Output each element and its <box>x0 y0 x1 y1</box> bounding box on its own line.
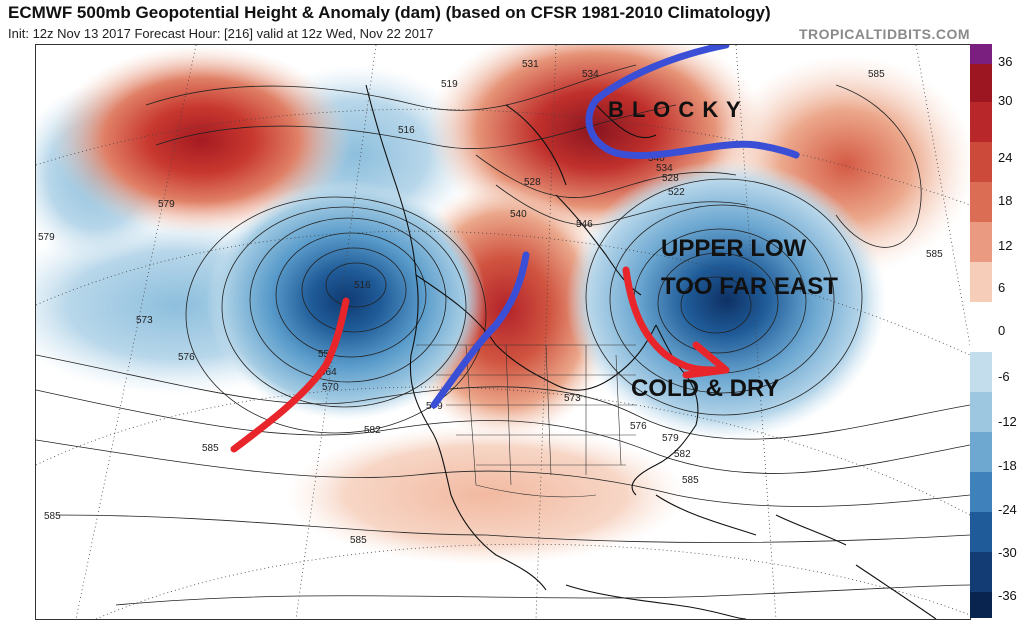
colorbar-label: 24 <box>998 150 1013 165</box>
brand-watermark: TROPICALTIDBITS.COM <box>798 26 970 42</box>
colorbar-label: -6 <box>998 369 1010 384</box>
colorbar-segment <box>970 302 992 352</box>
map-canvas: 579 579 573 576 516 516 555 564 570 585 … <box>36 45 970 619</box>
annotation-cold-dry: COLD & DRY <box>631 375 780 402</box>
anomaly-region-bering-positive <box>51 45 351 235</box>
annotation-upper-low: UPPER LOW <box>661 235 807 262</box>
colorbar-segment <box>970 182 992 222</box>
contour-label: 528 <box>662 173 679 184</box>
contour-label: 546 <box>576 219 593 230</box>
contour-label: 534 <box>656 163 673 174</box>
contour-label: 534 <box>582 69 599 80</box>
colorbar-segment <box>970 432 992 472</box>
coastlines <box>365 84 937 619</box>
contour-label: 528 <box>524 177 541 188</box>
red-arrowhead <box>682 341 730 379</box>
colorbar-segment <box>970 472 992 512</box>
contour-label: 585 <box>868 69 885 80</box>
colorbar-label: -30 <box>998 545 1017 560</box>
colorbar-segment <box>970 262 992 302</box>
colorbar-segment <box>970 552 992 592</box>
colorbar-segment <box>970 142 992 182</box>
contour-label: 564 <box>320 367 337 378</box>
annotation-too-far-east: TOO FAR EAST <box>661 273 838 300</box>
contour-label: 579 <box>158 199 175 210</box>
contour-label: 576 <box>178 352 195 363</box>
contour-label: 585 <box>44 511 61 522</box>
height-contours <box>36 64 970 606</box>
colorbar-segment <box>970 102 992 142</box>
contour-label: 516 <box>398 125 415 136</box>
contour-label: 516 <box>354 280 371 291</box>
contour-label: 585 <box>202 443 219 454</box>
colorbar-segment <box>970 352 992 392</box>
contour-label: 585 <box>682 475 699 486</box>
colorbar-segment <box>970 44 992 64</box>
contour-label: 540 <box>648 153 665 164</box>
contour-label: 582 <box>674 449 691 460</box>
colorbar-label: 0 <box>998 323 1006 338</box>
colorbar-label: -12 <box>998 414 1017 429</box>
colorbar-segment <box>970 512 992 552</box>
political-borders <box>416 344 636 498</box>
colorbar-segment <box>970 64 992 102</box>
colorbar-label: 12 <box>998 238 1013 253</box>
colorbar-segment <box>970 222 992 262</box>
colorbar-label: 30 <box>998 93 1013 108</box>
map-title: ECMWF 500mb Geopotential Height & Anomal… <box>8 3 771 22</box>
contour-label: 531 <box>522 59 539 70</box>
red-trough-axis-west <box>230 297 350 453</box>
contour-labels: 579 579 573 576 516 516 555 564 570 585 … <box>38 59 943 546</box>
red-arrow-east <box>622 266 720 374</box>
graticule <box>36 45 970 619</box>
colorbar-label: 18 <box>998 193 1013 208</box>
annotation-blocky: B L O C K Y <box>608 97 742 122</box>
contour-label: 522 <box>668 187 685 198</box>
contour-label: 573 <box>564 393 581 404</box>
colorbar-label: 6 <box>998 280 1006 295</box>
contour-label: 570 <box>322 382 339 393</box>
colorbar-label: 36 <box>998 54 1013 69</box>
colorbar-segment <box>970 592 992 618</box>
contour-label: 576 <box>630 421 647 432</box>
contour-label: 519 <box>441 79 458 90</box>
contour-label: 579 <box>662 433 679 444</box>
contour-label: 585 <box>350 535 367 546</box>
blue-block-outline <box>585 45 800 159</box>
colorbar-label: -24 <box>998 502 1017 517</box>
anomaly-region-south-positive <box>286 425 686 565</box>
annotation-strokes <box>230 45 800 453</box>
contour-label: 555 <box>318 349 335 360</box>
contour-label: 579 <box>38 232 55 243</box>
anomaly-map: 579 579 573 576 516 516 555 564 570 585 … <box>35 44 971 620</box>
contour-label: 573 <box>136 315 153 326</box>
contour-label: 585 <box>926 249 943 260</box>
blue-ridge-axis <box>430 251 530 409</box>
colorbar-label: -18 <box>998 458 1017 473</box>
anomaly-colorbar <box>970 44 992 618</box>
colorbar-segment <box>970 392 992 432</box>
contour-label: 540 <box>510 209 527 220</box>
colorbar-label: -36 <box>998 588 1017 603</box>
map-subtitle: Init: 12z Nov 13 2017 Forecast Hour: [21… <box>8 26 434 41</box>
contour-label: 582 <box>364 425 381 436</box>
